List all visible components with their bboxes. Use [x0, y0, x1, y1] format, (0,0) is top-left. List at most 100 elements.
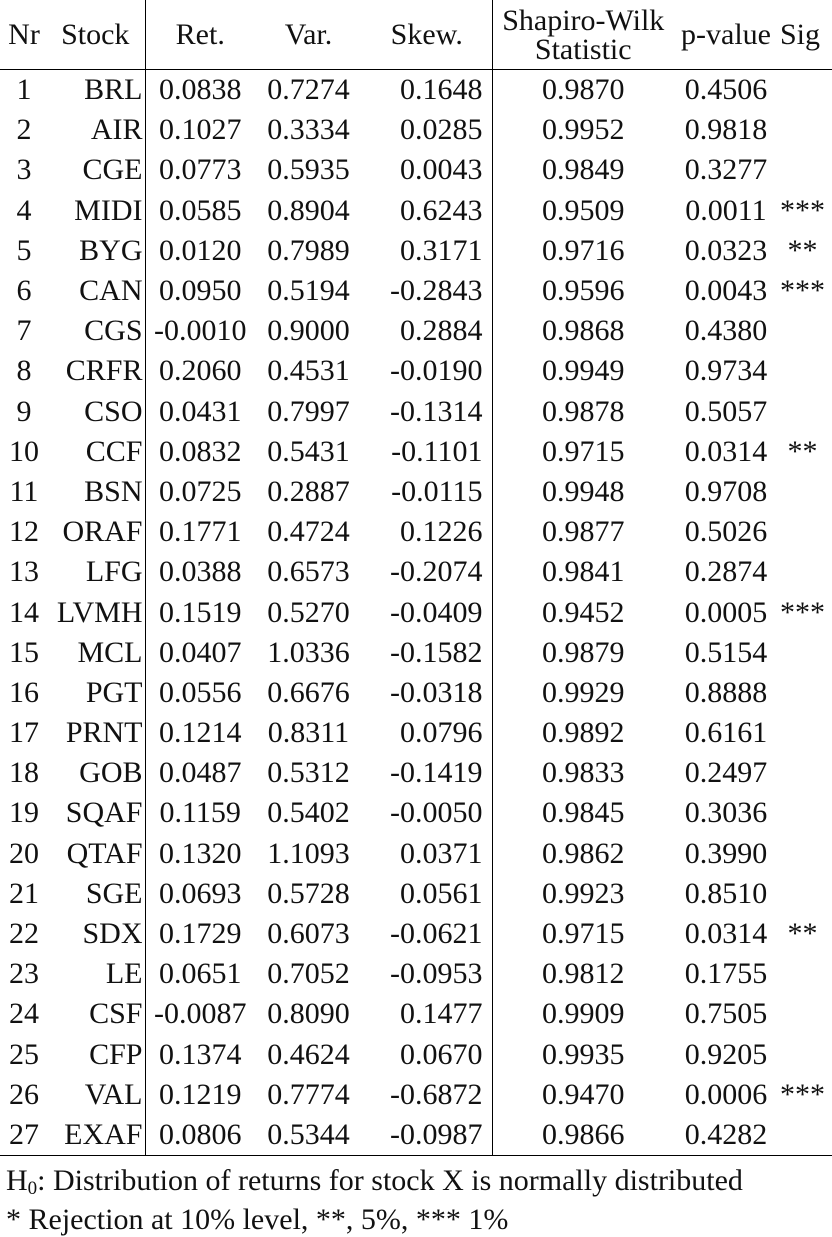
- cell-ret: 0.0806: [145, 1114, 255, 1157]
- cell-sig: [778, 472, 832, 512]
- cell-var: 0.9000: [267, 314, 350, 348]
- cell-sw: 0.9715: [542, 917, 625, 951]
- cell-sw: 0.9862: [542, 836, 625, 870]
- table-row: 25 CFP 0.1374 0.4624 0.0670 0.9935 0.9205: [0, 1034, 832, 1075]
- cell-var: 0.7774: [267, 1077, 350, 1111]
- cell-sig: [778, 834, 832, 874]
- table-row: 16 PGT 0.0556 0.6676 -0.0318 0.9929 0.8888: [0, 672, 832, 713]
- cell-sig: ***: [780, 595, 825, 629]
- cell-sw: 0.9892: [542, 716, 625, 750]
- cell-nr: 4: [16, 193, 32, 227]
- cell-ret: 0.1519: [159, 595, 242, 629]
- table-row: 22 SDX 0.1729 0.6073 -0.0621 0.9715 0.0314 **: [0, 913, 832, 955]
- cell-skew: 0.0670: [362, 1034, 493, 1075]
- cell-pvalue: 0.2874: [684, 555, 768, 589]
- cell-ret: 0.0487: [159, 756, 242, 790]
- cell-sw: 0.9877: [542, 515, 625, 549]
- h0-symbol: H: [6, 1164, 28, 1197]
- cell-nr: 15: [9, 635, 39, 669]
- rejection-level-note: * Rejection at 10% level, **, 5%, *** 1%: [6, 1203, 509, 1236]
- cell-skew: 0.1226: [362, 512, 493, 553]
- cell-var: 0.7052: [267, 957, 350, 991]
- cell-sw: 0.9929: [542, 675, 625, 709]
- cell-stock: AIR: [48, 110, 146, 151]
- cell-skew: -0.2843: [362, 270, 493, 312]
- cell-ret: 0.0693: [159, 876, 242, 910]
- header-shapiro-wilk-line1: Shapiro-Wilk: [502, 3, 665, 37]
- table-row: 12 ORAF 0.1771 0.4724 0.1226 0.9877 0.5026: [0, 512, 832, 553]
- cell-pvalue: 0.4380: [684, 314, 768, 348]
- cell-sig: [778, 633, 832, 673]
- cell-ret: 0.0773: [159, 153, 242, 187]
- cell-stock: PGT: [48, 672, 146, 713]
- cell-var: 0.4624: [267, 1037, 350, 1071]
- cell-sig: [778, 713, 832, 753]
- cell-pvalue: 0.0043: [684, 274, 768, 308]
- table-row: 9 CSO 0.0431 0.7997 -0.1314 0.9878 0.5057: [0, 391, 832, 432]
- table-row: 1 BRL 0.0838 0.7274 0.1648 0.9870 0.4506: [0, 69, 832, 111]
- table-row: 15 MCL 0.0407 1.0336 -0.1582 0.9879 0.5154: [0, 632, 832, 673]
- cell-var: 0.6073: [267, 917, 350, 951]
- cell-stock: VAL: [48, 1074, 146, 1115]
- header-nr: Nr: [0, 0, 48, 70]
- cell-sw: 0.9952: [542, 113, 625, 147]
- cell-pvalue: 0.9818: [684, 113, 768, 147]
- cell-stock: LVMH: [48, 592, 146, 633]
- cell-nr: 8: [16, 354, 32, 388]
- cell-ret: 0.1159: [159, 796, 241, 830]
- cell-stock: LE: [48, 954, 146, 995]
- cell-nr: 12: [9, 515, 39, 549]
- cell-skew: -0.0953: [362, 954, 493, 995]
- normality-test-table: Nr Stock Ret. Var. Skew. Shapiro-Wilk St…: [0, 0, 832, 1157]
- cell-sig: [778, 753, 832, 793]
- cell-pvalue: 0.8510: [684, 876, 768, 910]
- cell-sig: [778, 512, 832, 552]
- cell-stock: SGE: [48, 873, 146, 914]
- table-row: 21 SGE 0.0693 0.5728 0.0561 0.9923 0.8510: [0, 873, 832, 914]
- cell-skew: -0.0409: [362, 592, 493, 633]
- table-row: 23 LE 0.0651 0.7052 -0.0953 0.9812 0.1755: [0, 954, 832, 995]
- cell-stock: SQAF: [48, 793, 146, 834]
- table-row: 18 GOB 0.0487 0.5312 -0.1419 0.9833 0.2497: [0, 753, 832, 794]
- cell-nr: 18: [9, 756, 39, 790]
- cell-sig: ***: [780, 193, 825, 227]
- cell-nr: 3: [16, 153, 32, 187]
- cell-skew: 0.0561: [362, 873, 493, 914]
- header-skew: Skew.: [362, 0, 493, 70]
- table-row: 11 BSN 0.0725 0.2887 -0.0115 0.9948 0.9708: [0, 471, 832, 513]
- cell-nr: 23: [9, 957, 39, 991]
- cell-ret: 0.0120: [159, 233, 242, 267]
- cell-var: 0.5728: [267, 876, 350, 910]
- table-row: 4 MIDI 0.0585 0.8904 0.6243 0.9509 0.0011 ***: [0, 190, 832, 231]
- cell-sig: [778, 954, 832, 994]
- cell-pvalue: 0.2497: [684, 756, 768, 790]
- cell-sig: [778, 874, 832, 914]
- cell-var: 0.6573: [267, 555, 350, 589]
- header-stock: Stock: [48, 0, 146, 70]
- cell-var: 0.8311: [267, 716, 350, 750]
- cell-sw: 0.9509: [542, 193, 625, 227]
- cell-pvalue: 0.1755: [684, 957, 768, 991]
- cell-sw: 0.9949: [542, 354, 625, 388]
- cell-pvalue: 0.3990: [684, 836, 768, 870]
- cell-skew: 0.1477: [362, 994, 493, 1035]
- cell-sig: ***: [780, 274, 825, 308]
- cell-sw: 0.9935: [542, 1037, 625, 1071]
- cell-skew: 0.0371: [362, 833, 493, 874]
- cell-sw: 0.9870: [542, 73, 625, 107]
- cell-ret: 0.1729: [159, 917, 242, 951]
- cell-stock: CGS: [48, 311, 146, 352]
- table-row: 24 CSF -0.0087 0.8090 0.1477 0.9909 0.7505: [0, 994, 832, 1035]
- cell-skew: 0.2884: [362, 311, 493, 352]
- cell-skew: 0.3171: [362, 230, 493, 271]
- cell-stock: EXAF: [48, 1114, 146, 1157]
- cell-sig: [778, 1114, 832, 1157]
- cell-nr: 25: [9, 1037, 39, 1071]
- cell-pvalue: 0.5057: [684, 394, 768, 428]
- cell-skew: -0.1314: [362, 391, 493, 432]
- cell-nr: 13: [9, 555, 39, 589]
- cell-pvalue: 0.9205: [684, 1037, 768, 1071]
- cell-stock: MIDI: [48, 190, 146, 231]
- cell-ret: 0.1214: [159, 716, 242, 750]
